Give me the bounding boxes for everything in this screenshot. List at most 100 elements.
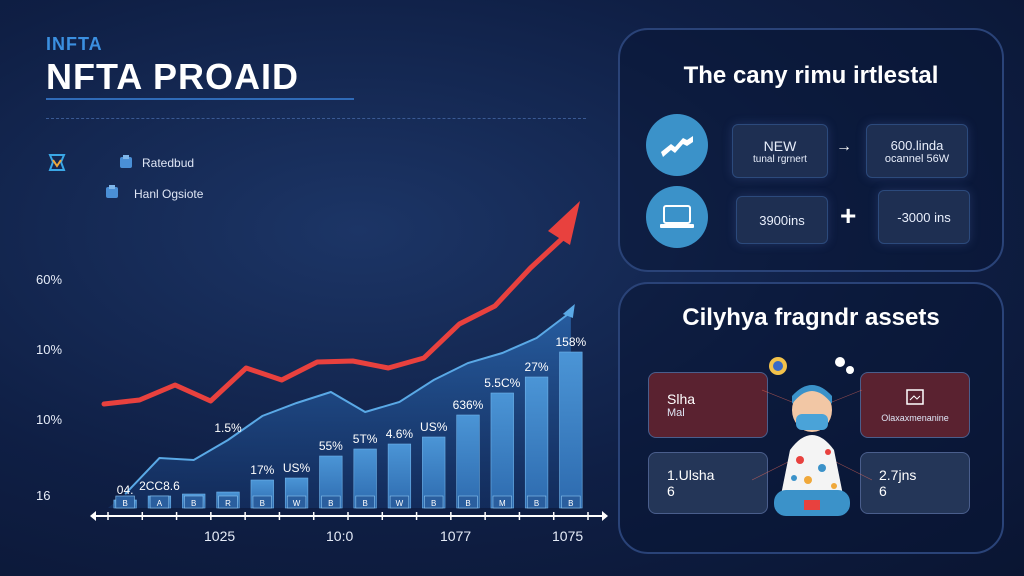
- title-underline: [46, 98, 354, 100]
- asset-card-3: 1.Ulsha 6: [648, 452, 768, 514]
- box-linda-line2: ocannel 56W: [884, 152, 950, 165]
- bar-base: [561, 495, 581, 509]
- bar-base-label: B: [362, 499, 367, 508]
- wrench-icon: [661, 136, 693, 157]
- bar-base-label: B: [431, 499, 436, 508]
- area-arrowhead: [562, 304, 575, 318]
- box-new: NEW tunal rgrnert: [732, 124, 828, 178]
- legend-label-2: Hanl Ogsiote: [134, 186, 204, 201]
- bar-base: [355, 495, 375, 509]
- trend-arrowhead: [548, 201, 580, 245]
- asset-card-2-sub: Olaxaxmenanine: [881, 412, 949, 423]
- bar-base-label: W: [293, 499, 301, 508]
- asset-card-3-title: 1.Ulsha: [667, 467, 715, 483]
- bar-base-label: M: [499, 499, 506, 508]
- bar-data-label: 5.5C%: [484, 376, 520, 390]
- y-tick-label: 16: [36, 488, 51, 503]
- bar-base: [526, 495, 547, 509]
- y-tick-label: 10%: [36, 342, 63, 357]
- trophy-icon: [46, 152, 68, 174]
- x-tick-label: 1075: [552, 528, 584, 544]
- bar-base-label: B: [260, 499, 265, 508]
- x-tick-label: 1077: [440, 528, 472, 544]
- bar-data-label: 158%: [556, 335, 587, 349]
- bar-base-label: B: [465, 499, 470, 508]
- area-data-label: 1.5%: [214, 421, 242, 435]
- y-tick-label: 10%: [36, 412, 63, 427]
- asset-card-1-title: Slha: [667, 391, 696, 407]
- asset-card-1-sub: Mal: [667, 407, 685, 419]
- bar-base: [458, 495, 478, 509]
- box-linda: 600.linda ocannel 56W: [866, 124, 968, 178]
- axis-arrow-right: [602, 511, 608, 521]
- box-new-line1: NEW: [763, 137, 797, 154]
- bar-base-label: B: [328, 499, 333, 508]
- bar-base-label: B: [534, 499, 539, 508]
- bar: [559, 351, 583, 509]
- trend-line: [101, 232, 569, 407]
- dotted-divider: [46, 118, 586, 119]
- bar-data-label: 04.: [117, 483, 134, 497]
- bar-base-label: A: [157, 499, 163, 508]
- bar-data-label: 636%: [453, 398, 484, 412]
- bar-data-label: 17%: [250, 463, 274, 477]
- bar-base: [492, 495, 512, 509]
- brand-small: INFTA: [46, 34, 103, 54]
- person-illustration: [752, 357, 872, 516]
- y-tick-label: 60%: [36, 272, 63, 287]
- box-linda-line1: 600.linda: [890, 137, 944, 153]
- asset-card-2: Olaxaxmenanine: [860, 372, 970, 438]
- bar-base-label: R: [225, 499, 231, 508]
- chart: B A B R B W B B W B B M B B 04. 2CC8.6 17% US% 55% 5T% 4.6%…: [90, 201, 608, 521]
- plus-icon: +: [840, 200, 857, 231]
- bar-base: [115, 495, 135, 509]
- x-tick-label: 1025: [204, 528, 236, 544]
- bar-base: [389, 495, 410, 509]
- bar-base: [286, 495, 307, 509]
- axis-arrow-left: [90, 511, 96, 521]
- bar-data-label: 27%: [525, 360, 549, 374]
- x-tick-label: 10:0: [326, 528, 354, 544]
- bar-base: [149, 495, 170, 509]
- process-panel-title: The cany rimu irtlestal: [683, 62, 939, 89]
- bar-base: [184, 495, 204, 509]
- area-series-line: [124, 311, 572, 495]
- bar: [524, 376, 549, 509]
- bar-base: [424, 495, 444, 509]
- box-3000: -3000 ins: [878, 190, 970, 244]
- bar-data-label: 4.6%: [386, 427, 414, 441]
- bar-base-label: B: [568, 499, 573, 508]
- page-title: NFTA PROAID: [46, 56, 299, 97]
- legend-item-2: Hanl Ogsiote: [104, 184, 203, 203]
- box-icon: [118, 154, 134, 173]
- box-3900: 3900ins: [736, 196, 828, 244]
- box-icon: [104, 184, 120, 203]
- box-3000-text: -3000 ins: [897, 209, 951, 225]
- bar-data-label: 2CC8.6: [139, 479, 180, 493]
- laptop-circle: [646, 186, 708, 248]
- bar-base-label: B: [191, 499, 196, 508]
- assets-panel-title: Cilyhya fragndr assets: [682, 304, 940, 331]
- asset-card-1: Slha Mal: [648, 372, 768, 438]
- arrow-right-icon: →: [836, 138, 852, 155]
- bar-data-label: US%: [420, 420, 448, 434]
- bar: [456, 414, 480, 509]
- document-icon: [904, 388, 926, 413]
- laptop-icon: [660, 205, 694, 228]
- legend-item-1: Ratedbud: [46, 152, 194, 174]
- asset-card-4-title: 2.7jns: [879, 467, 917, 483]
- legend-label-1: Ratedbud: [142, 156, 195, 170]
- tool-circle: [646, 114, 708, 176]
- box-3900-text: 3900ins: [759, 212, 805, 228]
- bar-base: [218, 495, 238, 509]
- bar: [490, 392, 514, 509]
- asset-card-3-sub: 6: [667, 483, 675, 499]
- asset-card-4: 2.7jns 6: [860, 452, 970, 514]
- box-new-line2: tunal rgrnert: [753, 153, 807, 165]
- bar-base-label: B: [122, 499, 127, 508]
- bar-data-label: 55%: [319, 439, 343, 453]
- asset-card-4-sub: 6: [879, 483, 887, 499]
- bar-base: [321, 495, 341, 509]
- bar-data-label: US%: [283, 461, 311, 475]
- bar-base-label: W: [396, 499, 404, 508]
